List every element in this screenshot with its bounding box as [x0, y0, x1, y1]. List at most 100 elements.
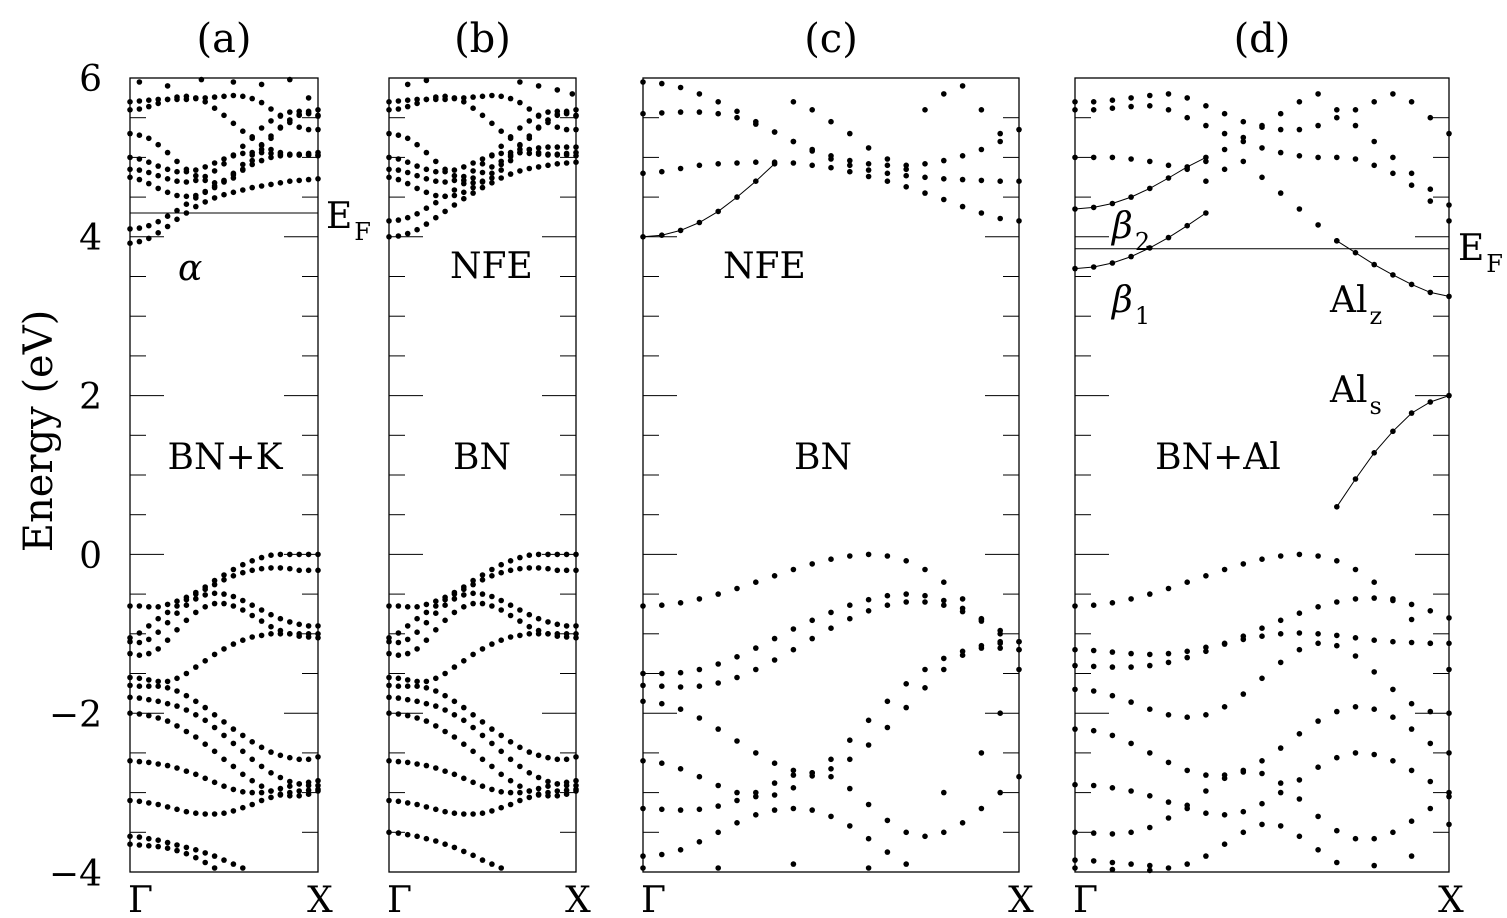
band-point — [461, 173, 467, 180]
band-point — [753, 178, 759, 184]
band-point — [517, 632, 523, 639]
band-point — [640, 170, 646, 177]
band-point — [1408, 410, 1415, 416]
band-point — [959, 608, 966, 615]
band-point — [1184, 802, 1190, 809]
panel-4: (d) Γ X BN+Al β2 β1 Alz Als EF — [1072, 16, 1503, 918]
band-point — [1408, 767, 1415, 774]
band-point — [847, 737, 853, 743]
band-point — [809, 162, 815, 169]
band-point — [828, 556, 834, 562]
band-point — [659, 670, 665, 677]
band-point — [790, 785, 797, 791]
x-tick-label-gamma: Γ — [1073, 880, 1098, 918]
band-point — [155, 163, 161, 169]
band-point — [1128, 103, 1134, 110]
band-point — [1109, 732, 1116, 739]
band-point — [1165, 799, 1172, 805]
band-point — [498, 607, 505, 613]
band-point — [659, 168, 665, 175]
band-point — [221, 719, 227, 725]
band-point — [164, 845, 171, 851]
band-point — [1408, 700, 1415, 707]
band-point — [211, 160, 218, 166]
annotation-label: NFE — [723, 246, 806, 287]
band-point — [127, 603, 133, 609]
band-point — [941, 829, 947, 836]
band-point — [1408, 639, 1415, 646]
band-series — [1072, 91, 1452, 208]
band-point — [922, 174, 928, 181]
band-point — [315, 754, 321, 760]
band-point — [386, 130, 392, 137]
band-point — [1390, 638, 1396, 645]
band-point — [865, 167, 872, 173]
band-point — [1371, 450, 1377, 456]
band-point — [677, 684, 684, 690]
band-point — [230, 726, 237, 732]
band-point — [451, 664, 458, 670]
band-point — [1128, 664, 1134, 670]
band-point — [978, 805, 985, 812]
band-point — [423, 678, 430, 685]
band-series — [640, 638, 1022, 776]
band-point — [1315, 813, 1321, 820]
panel-1: (a) Γ X BN+K α EF — [127, 16, 371, 918]
band-point — [193, 698, 199, 705]
x-tick-label-x: X — [1008, 880, 1034, 918]
band-point — [230, 641, 237, 647]
band-point — [442, 692, 448, 699]
band-point — [847, 168, 853, 175]
band-point — [640, 110, 646, 117]
band-point — [828, 773, 834, 780]
band-point — [1165, 91, 1172, 97]
band-point — [659, 700, 665, 707]
band-point — [249, 161, 255, 168]
panel-title: (c) — [804, 16, 858, 62]
band-point — [404, 683, 411, 689]
band-point — [268, 106, 274, 112]
band-point — [771, 657, 778, 663]
band-point — [451, 591, 458, 597]
band-point — [287, 754, 293, 761]
band-point — [211, 94, 218, 100]
band-point — [305, 95, 312, 101]
band-point — [174, 842, 180, 848]
band-point — [715, 865, 721, 871]
band-point — [507, 567, 514, 574]
band-point — [1165, 107, 1172, 113]
band-point — [1109, 97, 1116, 103]
band-point — [1016, 666, 1022, 673]
band-point — [183, 850, 190, 857]
band-point — [479, 810, 486, 816]
band-point — [978, 618, 985, 624]
band-point — [507, 777, 514, 784]
band-point — [461, 586, 467, 593]
band-point — [573, 112, 579, 119]
band-point — [771, 129, 778, 135]
band-point — [136, 834, 143, 840]
band-point — [183, 692, 190, 699]
band-point — [1128, 95, 1134, 101]
band-point — [146, 712, 152, 719]
band-point — [489, 164, 495, 170]
band-point — [423, 166, 430, 173]
band-point — [240, 732, 246, 739]
band-point — [202, 586, 208, 593]
band-point — [573, 107, 579, 113]
band-point — [545, 789, 551, 796]
band-point — [771, 635, 778, 642]
band-point — [277, 792, 284, 798]
band-point — [1203, 178, 1209, 184]
band-point — [847, 157, 853, 164]
band-point — [941, 579, 947, 585]
band-point — [809, 107, 815, 113]
band-point — [202, 741, 208, 747]
band-point — [433, 627, 439, 633]
band-point — [305, 551, 312, 558]
band-point — [1408, 726, 1415, 732]
band-series — [1072, 154, 1209, 212]
band-point — [404, 623, 411, 629]
band-point — [240, 748, 246, 755]
band-point — [230, 79, 237, 85]
